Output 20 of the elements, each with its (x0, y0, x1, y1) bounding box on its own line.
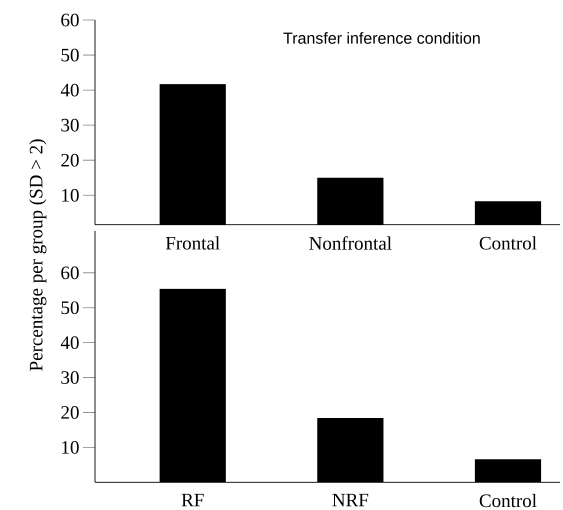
y-tick-label: 40 (60, 336, 79, 350)
y-tick-label: 10 (62, 440, 79, 454)
y-tick-label: 50 (62, 48, 79, 62)
x-tick-label: Nonfrontal (309, 236, 392, 250)
x-tick-label: Control (480, 494, 537, 508)
x-tick-label: Frontal (166, 236, 220, 250)
y-tick-label: 20 (61, 154, 79, 167)
x-tick-label: NRF (332, 494, 368, 506)
y-tick-label: 50 (62, 301, 79, 314)
y-tick-label: 40 (60, 84, 79, 97)
x-tick-label: Control (480, 236, 537, 250)
y-tick-label: 30 (61, 118, 79, 132)
text: Transfer inference condition (283, 32, 480, 44)
y-tick-label: 30 (61, 371, 79, 384)
x-tick-label: RF (182, 494, 204, 506)
y-tick-label: 10 (62, 188, 79, 202)
y-tick-label: 60 (61, 14, 79, 26)
y-tick-label: 20 (61, 406, 79, 419)
y-tick-label: 60 (61, 266, 79, 280)
y-axis-title: Percentage per group (SD > 2) (29, 139, 46, 371)
